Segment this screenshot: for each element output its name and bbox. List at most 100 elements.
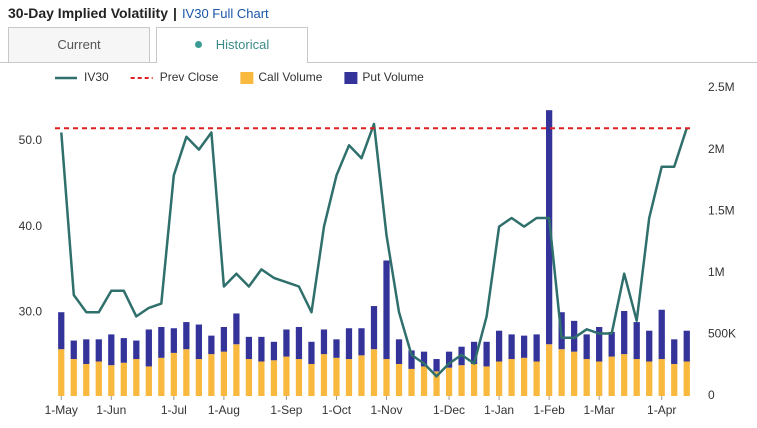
volume-bar	[95, 339, 102, 362]
volume-bar	[420, 351, 428, 367]
volume-bar	[145, 329, 152, 367]
volume-bar	[633, 359, 640, 396]
x-tick-label: 1-Apr	[647, 403, 676, 417]
separator: |	[173, 5, 177, 21]
volume-bar	[520, 335, 528, 358]
tab-historical[interactable]: Historical	[156, 27, 308, 63]
volume-bar	[333, 339, 340, 358]
volume-bar	[658, 359, 665, 396]
volume-bar	[258, 336, 265, 362]
volume-bar	[283, 329, 290, 357]
volume-bar	[508, 334, 515, 360]
volume-bar	[470, 341, 478, 364]
volume-bar	[671, 339, 678, 364]
x-tick-label: 1-Jun	[96, 403, 126, 417]
volume-bar	[383, 359, 390, 396]
volume-bar	[108, 365, 115, 396]
volume-bar	[571, 351, 578, 396]
volume-bar	[571, 320, 578, 352]
volume-bar	[345, 328, 353, 360]
full-chart-link[interactable]: IV30 Full Chart	[181, 6, 269, 21]
volume-bar	[646, 330, 653, 362]
volume-bar	[483, 341, 490, 367]
x-tick-label: 1-Mar	[584, 403, 615, 417]
volume-bar	[95, 361, 102, 396]
x-tick-label: 1-Aug	[208, 403, 240, 417]
legend-label: IV30	[84, 70, 109, 84]
volume-bar	[383, 260, 390, 360]
x-tick-label: 1-Feb	[533, 403, 565, 417]
volume-bar	[558, 349, 565, 396]
volume-bar	[133, 340, 140, 360]
volume-bar	[433, 359, 440, 372]
volume-bar	[333, 357, 340, 396]
volume-bar	[208, 354, 215, 396]
volume-bar	[683, 330, 690, 362]
volume-bar	[320, 354, 328, 396]
volume-bar	[220, 327, 228, 352]
volume-bar	[633, 322, 640, 360]
y-tick-label: 30.0	[19, 304, 43, 318]
legend-label: Put Volume	[362, 70, 424, 84]
volume-bar	[608, 356, 615, 396]
volume-bar	[508, 359, 515, 396]
y-tick-label: 50.0	[19, 133, 43, 147]
volume-bar	[183, 349, 190, 396]
volume-bar	[596, 361, 603, 396]
volume-bar	[583, 334, 590, 360]
volume-bar	[120, 362, 127, 396]
volume-bar	[433, 371, 440, 396]
volume-bar	[58, 349, 65, 396]
volume-bar	[533, 361, 540, 396]
volume-bar	[108, 334, 115, 366]
volume-bar	[470, 363, 478, 396]
volume-bar	[258, 361, 265, 396]
volume-bar	[358, 355, 365, 396]
volume-bar	[245, 359, 253, 396]
volume-bar	[83, 363, 90, 396]
volume-bar	[621, 310, 628, 355]
volume-bar	[395, 363, 403, 396]
volume-bar	[546, 344, 553, 396]
x-tick-label: 1-Oct	[322, 403, 352, 417]
volume-bar	[308, 341, 315, 364]
volume-bar	[533, 334, 540, 362]
tab-border	[0, 62, 757, 63]
volume-bar	[483, 366, 490, 396]
tab-current[interactable]: Current	[8, 27, 150, 62]
volume-bar	[408, 368, 415, 396]
volume-bar	[83, 339, 90, 364]
volume-bar	[308, 363, 315, 396]
volume-bar	[170, 328, 177, 353]
volume-bar	[495, 330, 503, 362]
volume-bar	[158, 357, 165, 396]
volume-bar	[195, 324, 202, 360]
volume-bar	[458, 365, 465, 396]
volume-bar	[70, 340, 77, 360]
iv30-line	[60, 122, 688, 378]
volume-bar	[621, 354, 628, 396]
y2-tick-label: 1.5M	[708, 203, 735, 217]
volume-bar	[158, 327, 165, 358]
volume-bar	[345, 359, 353, 396]
volume-bar	[370, 349, 378, 396]
x-tick-label: 1-May	[45, 403, 78, 417]
volume-bar	[208, 335, 215, 355]
volume-bar	[320, 329, 328, 355]
y2-tick-label: 500K	[708, 327, 736, 341]
tab-label: Historical	[215, 37, 270, 52]
volume-bar	[233, 344, 240, 396]
volume-bar	[295, 327, 303, 360]
volume-bar	[358, 328, 365, 356]
legend-label: Prev Close	[160, 70, 219, 84]
x-tick-label: 1-Nov	[371, 403, 403, 417]
y2-tick-label: 0	[708, 388, 715, 402]
volume-bar	[120, 338, 127, 363]
volume-bar	[58, 312, 65, 350]
volume-bar	[233, 313, 240, 345]
volume-bar	[583, 359, 590, 396]
legend-label: Call Volume	[258, 70, 322, 84]
volume-bar	[133, 359, 140, 396]
volume-bar	[245, 336, 253, 360]
